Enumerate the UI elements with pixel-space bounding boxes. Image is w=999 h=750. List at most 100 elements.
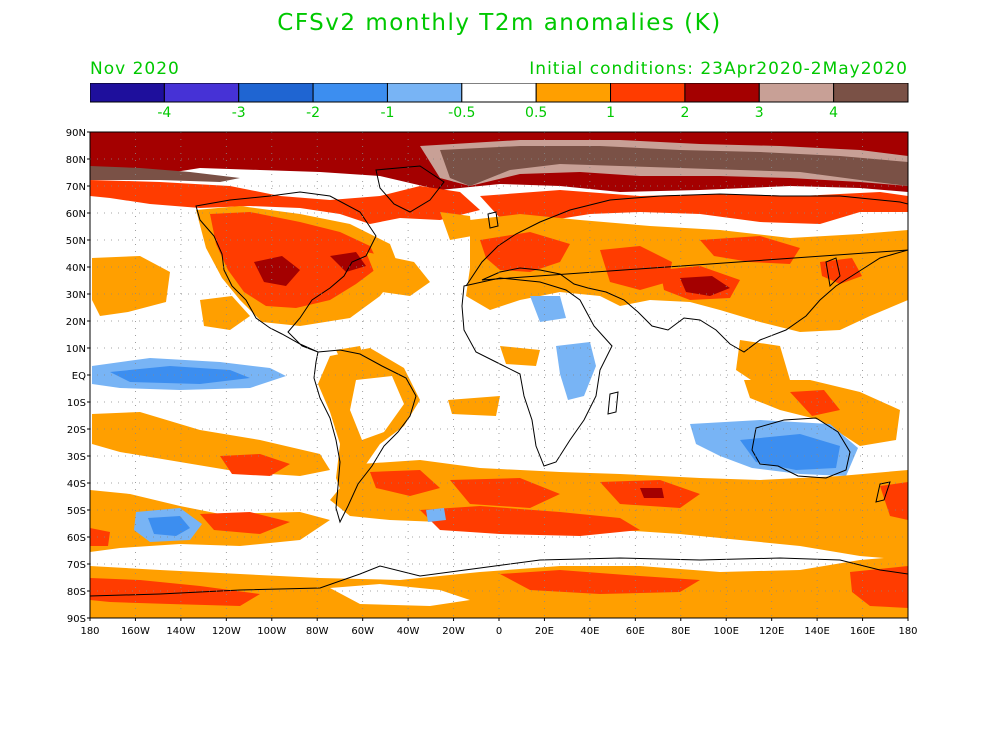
colorbar-tick-label: -2 xyxy=(306,105,320,121)
latitude-tick-label: 70S xyxy=(67,560,86,571)
anomaly-region xyxy=(500,570,700,594)
anomaly-region xyxy=(480,232,570,272)
coastline-africa xyxy=(461,277,613,467)
colorbar-tick-label: -1 xyxy=(380,105,394,121)
anomaly-region xyxy=(500,346,540,366)
colorbar-box xyxy=(833,83,909,103)
coastline-south-america xyxy=(313,349,417,524)
anomaly-region xyxy=(530,296,566,322)
latitude-tick-label: 20N xyxy=(66,317,86,328)
anomaly-region xyxy=(210,212,380,308)
latitude-tick-label: 40N xyxy=(66,263,86,274)
longitude-tick-label: 180 xyxy=(898,626,917,637)
latitude-tick-label: 80N xyxy=(66,155,86,166)
longitude-tick-label: 40E xyxy=(580,626,599,637)
coastline-madagascar xyxy=(607,391,619,415)
anomaly-region xyxy=(480,190,908,224)
anomaly-region xyxy=(90,528,110,546)
anomaly-region xyxy=(330,584,470,606)
anomaly-region xyxy=(740,434,840,470)
anomaly-region xyxy=(850,566,908,608)
anomaly-region xyxy=(450,478,560,508)
anomaly-region xyxy=(90,180,480,224)
anomaly-region xyxy=(350,376,404,440)
anomaly-region xyxy=(92,256,170,316)
anomaly-region xyxy=(200,296,250,330)
longitude-axis: 180 160W 140W 120W 100W 80W 60W 40W 20W 0 20E 40E 60… xyxy=(80,618,918,637)
anomaly-region xyxy=(440,146,908,186)
colorbar-labels: -4 -3 -2 -1 -0.5 0.5 1 2 3 4 xyxy=(157,105,838,121)
colorbar: -4 -3 -2 -1 -0.5 0.5 1 2 3 4 xyxy=(90,83,909,121)
anomaly-region xyxy=(254,256,300,286)
coastline-uk xyxy=(487,211,499,229)
longitude-tick-label: 20W xyxy=(442,626,465,637)
longitude-tick-label: 100E xyxy=(714,626,739,637)
anomaly-region xyxy=(680,276,730,296)
colorbar-tick-label: -4 xyxy=(157,105,171,121)
anomaly-region xyxy=(556,342,596,400)
colorbar-tick-label: -3 xyxy=(232,105,246,121)
anomaly-region xyxy=(200,512,290,534)
longitude-tick-label: 80W xyxy=(306,626,329,637)
colorbar-tick-label: 2 xyxy=(680,105,689,121)
coastline-north-america xyxy=(195,191,377,353)
longitude-tick-label: 120E xyxy=(759,626,784,637)
coastlines xyxy=(90,165,908,597)
latitude-axis: 90N 80N 70N 60N 50N 40N 30N 20N 10N EQ 10S 20S 30S 40… xyxy=(66,128,90,625)
map-title: CFSv2 monthly T2m anomalies (K) xyxy=(277,10,722,36)
longitude-tick-label: 120W xyxy=(212,626,241,637)
longitude-tick-label: 140W xyxy=(166,626,195,637)
coastline-australia xyxy=(751,417,851,479)
colorbar-tick-label: 3 xyxy=(755,105,764,121)
latitude-tick-label: 50N xyxy=(66,236,86,247)
anomaly-region xyxy=(440,212,472,240)
colorbar-tick-label: 1 xyxy=(606,105,615,121)
latitude-tick-label: 90S xyxy=(67,614,86,625)
longitude-tick-label: 160E xyxy=(850,626,875,637)
coastline-antarctica xyxy=(90,557,908,597)
latitude-tick-label: 60S xyxy=(67,533,86,544)
longitude-tick-label: 160W xyxy=(121,626,150,637)
latitude-tick-label: 30S xyxy=(67,452,86,463)
anomaly-region xyxy=(600,246,672,290)
longitude-tick-label: 0 xyxy=(496,626,502,637)
latitude-tick-label: 90N xyxy=(66,128,86,139)
colorbar-tick-label: -0.5 xyxy=(448,105,475,121)
longitude-tick-label: 100W xyxy=(257,626,286,637)
initial-conditions-label: Initial conditions: 23Apr2020-2May2020 xyxy=(529,59,908,79)
coastline-japan xyxy=(825,257,841,288)
anomaly-region xyxy=(366,252,430,296)
colorbar-tick-label: 0.5 xyxy=(525,105,547,121)
coastline-eurasia xyxy=(465,193,908,353)
anomaly-region xyxy=(90,166,240,182)
latitude-tick-label: 80S xyxy=(67,587,86,598)
longitude-tick-label: 20E xyxy=(535,626,554,637)
latitude-tick-label: 50S xyxy=(67,506,86,517)
longitude-tick-label: 60W xyxy=(351,626,374,637)
colorbar-boxes xyxy=(90,83,909,103)
longitude-tick-label: 60E xyxy=(626,626,645,637)
latitude-tick-label: 10N xyxy=(66,344,86,355)
anomaly-region xyxy=(426,508,446,522)
anomaly-region xyxy=(700,236,800,264)
latitude-tick-label: 60N xyxy=(66,209,86,220)
anomaly-region xyxy=(110,366,250,384)
latitude-tick-label: 30N xyxy=(66,290,86,301)
longitude-tick-label: 180 xyxy=(80,626,99,637)
longitude-tick-label: 40W xyxy=(397,626,420,637)
latitude-tick-label: 70N xyxy=(66,182,86,193)
anomaly-region xyxy=(640,488,664,498)
coastline-greenland xyxy=(375,165,445,213)
anomaly-region xyxy=(420,506,640,536)
valid-month-label: Nov 2020 xyxy=(90,59,180,79)
latitude-tick-label: 40S xyxy=(67,479,86,490)
coastline-new-zealand xyxy=(875,481,891,503)
map-field xyxy=(90,132,908,618)
anomaly-region xyxy=(148,516,190,536)
latitude-tick-label: 20S xyxy=(67,425,86,436)
anomaly-region xyxy=(790,390,840,416)
colorbar-tick-label: 4 xyxy=(829,105,838,121)
anomaly-region xyxy=(220,454,290,476)
latitude-tick-label: 10S xyxy=(67,398,86,409)
